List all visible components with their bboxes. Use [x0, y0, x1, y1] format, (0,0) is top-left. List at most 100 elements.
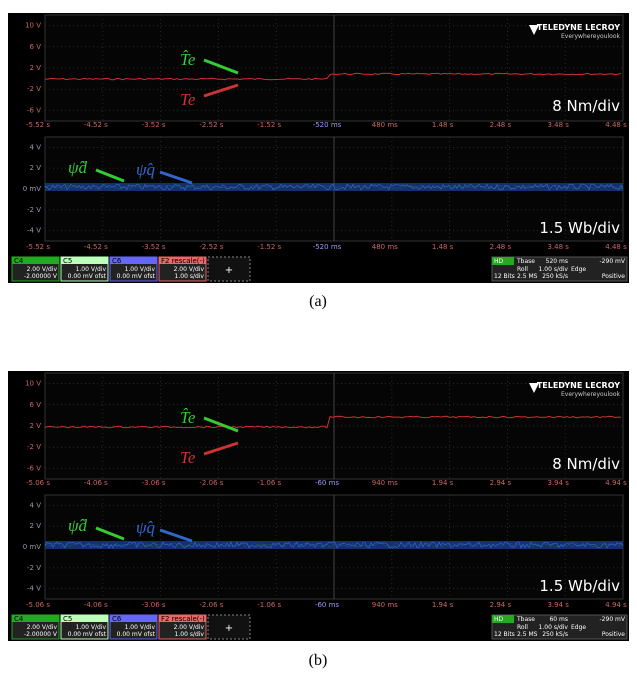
x-tick-label: 4.94 s	[605, 601, 627, 609]
channel-value: 1.00 V/div	[125, 266, 156, 273]
x-tick-label: 4.48 s	[605, 243, 627, 251]
x-tick-label: -60 ms	[315, 601, 339, 609]
brand-logo	[529, 25, 539, 35]
x-tick-label: -2.52 s	[199, 243, 223, 251]
channel-value: 1.00 V/div	[125, 624, 156, 631]
channel-tag	[159, 615, 206, 622]
x-tick-label: 3.94 s	[547, 479, 569, 487]
channel-value: 1.00 V/div	[76, 266, 107, 273]
channel-value: 2.00 V/div	[27, 624, 58, 631]
arrow	[159, 170, 193, 185]
y-tick-label: 4 V	[30, 501, 42, 509]
y-tick-label: -6 V	[27, 464, 41, 472]
status-box	[491, 614, 628, 640]
y-tick-label: -2 V	[27, 206, 41, 214]
x-tick-label: 1.94 s	[432, 601, 454, 609]
status-text: Edge	[571, 624, 586, 631]
y-tick-label: 10 V	[25, 22, 41, 30]
channel-value: 0.00 mV ofst	[117, 273, 156, 280]
status-text: Tbase	[516, 258, 535, 265]
x-tick-label: -4.52 s	[84, 121, 108, 129]
status-text: -290 mV	[600, 258, 626, 265]
y-tick-label: 2 V	[30, 522, 42, 530]
x-tick-label: -3.52 s	[142, 243, 166, 251]
annotation: ψ̂q	[136, 160, 156, 179]
status-text: 12 Bits	[494, 273, 515, 280]
x-tick-label: 2.48 s	[490, 243, 512, 251]
status-text: 520 ms	[546, 258, 568, 265]
x-tick-label: 3.48 s	[547, 121, 569, 129]
channel-name: C5	[63, 615, 72, 623]
x-tick-label: -3.52 s	[142, 121, 166, 129]
status-text: HD	[494, 616, 504, 623]
mode-tag	[492, 615, 514, 623]
x-tick-label: 3.94 s	[547, 601, 569, 609]
annotation: ψ̂q	[136, 518, 156, 537]
x-tick-label: -1.52 s	[257, 243, 281, 251]
status-text: 2.5 MS	[517, 631, 538, 638]
x-tick-label: 940 ms	[372, 601, 398, 609]
x-tick-label: -520 ms	[313, 243, 342, 251]
scale-label: 8 Nm/div	[552, 97, 620, 115]
x-tick-label: 2.94 s	[490, 479, 512, 487]
status-text: 1.00 s/div	[539, 266, 569, 273]
y-tick-label: 6 V	[30, 43, 42, 51]
status-text: 1.00 s/div	[539, 624, 569, 631]
x-tick-label: 1.94 s	[432, 479, 454, 487]
channel-value: 1.00 s/div	[175, 273, 205, 280]
annotation: T̂e	[180, 50, 196, 69]
status-text: Roll	[517, 624, 528, 631]
status-text: Roll	[517, 266, 528, 273]
status-text: 12 Bits	[494, 631, 515, 638]
y-tick-label: 2 V	[30, 64, 42, 72]
channel-tag	[110, 257, 157, 264]
y-tick-label: 2 V	[30, 164, 42, 172]
x-tick-label: 1.48 s	[432, 243, 454, 251]
x-tick-label: -60 ms	[315, 479, 339, 487]
channel-value: 2.00 V/div	[174, 624, 205, 631]
status-text: 250 kS/s	[542, 273, 568, 280]
y-tick-label: 0 mV	[23, 543, 41, 551]
x-tick-label: -3.06 s	[142, 479, 166, 487]
x-tick-label: 4.94 s	[605, 479, 627, 487]
status-text: Tbase	[516, 616, 535, 623]
annotation: ψ̂d	[68, 516, 88, 535]
y-tick-label: 6 V	[30, 401, 42, 409]
y-tick-label: 2 V	[30, 422, 42, 430]
x-tick-label: -2.52 s	[199, 121, 223, 129]
channel-tag	[61, 257, 108, 264]
x-tick-label: -4.52 s	[84, 243, 108, 251]
channel-value: 2.00 V/div	[174, 266, 205, 273]
caption: (a)	[309, 293, 327, 310]
status-text: Positive	[602, 631, 625, 638]
status-text: 60 ms	[549, 616, 568, 623]
y-tick-label: -4 V	[27, 585, 41, 593]
channel-name: C6	[112, 257, 122, 265]
x-tick-label: -5.06 s	[26, 601, 50, 609]
scale-label: 1.5 Wb/div	[539, 577, 620, 595]
status-text: Edge	[571, 266, 586, 273]
arrow	[95, 526, 125, 541]
annotation: Te	[180, 448, 196, 467]
y-tick-label: -4 V	[27, 227, 41, 235]
channel-tag	[61, 615, 108, 622]
add-label: +	[225, 623, 233, 634]
channel-name: C5	[63, 257, 72, 265]
x-tick-label: -1.06 s	[257, 601, 281, 609]
y-tick-label: 0 mV	[23, 185, 41, 193]
status-text: 250 kS/s	[542, 631, 568, 638]
x-tick-label: -4.06 s	[84, 601, 108, 609]
x-tick-label: 940 ms	[372, 479, 398, 487]
status-box	[491, 256, 628, 282]
x-tick-label: -3.06 s	[142, 601, 166, 609]
torque-trace	[44, 415, 622, 429]
channel-name: C4	[14, 615, 24, 623]
add-button	[207, 614, 251, 640]
brand-tagline: Everywhereyoulook	[561, 391, 621, 398]
caption: (b)	[309, 652, 328, 669]
add-label: +	[225, 265, 233, 276]
brand-name: TELEDYNE LECROY	[537, 381, 620, 390]
y-tick-label: -2 V	[27, 85, 41, 93]
y-tick-label: 10 V	[25, 380, 41, 388]
